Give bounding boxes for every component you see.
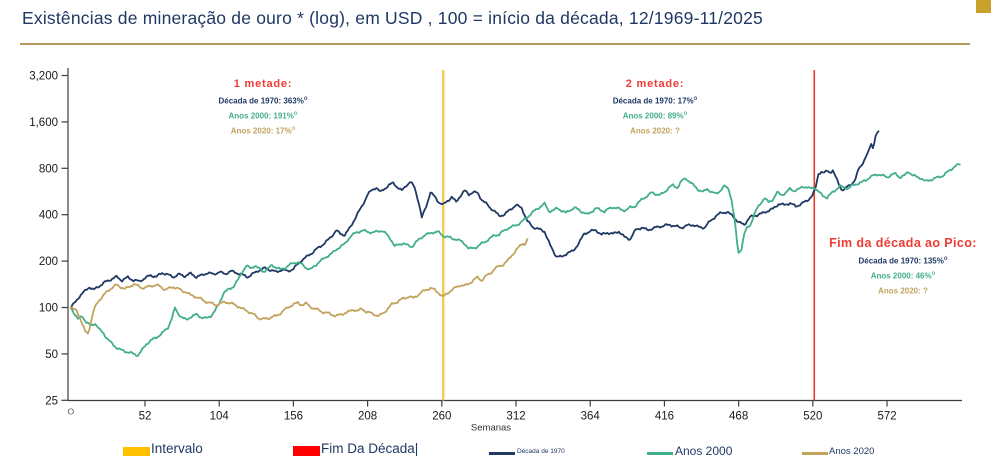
x-tick-label: 572 [877,411,896,423]
legend-swatch-decada-1970 [489,452,515,455]
annotation-title: Fim da década ao Pico: [829,236,977,250]
x-tick-label: 520 [803,411,822,423]
x-tick-label: 468 [729,411,748,423]
series-line-década-de-1970 [69,130,880,309]
y-tick-label: 25 [45,395,58,407]
x-tick-label: 156 [284,411,303,423]
y-tick-label: 3,200 [29,71,58,83]
annotation-line: Anos 2000: 191%ȯ [228,111,298,121]
series-line-anos-2020 [69,238,529,335]
annotation-line: Década de 1970: 17%ȯ [612,96,698,106]
marker-glyph: ȯ [693,96,698,102]
y-tick-label: 200 [39,256,58,268]
annotation-line: Anos 2000: 89%ȯ [622,111,688,121]
x-tick-label: 260 [432,411,451,423]
x-axis-title: Semanas [471,423,511,434]
annotation-title: 1 metade: [233,78,293,90]
annotation-second-half: 2 metade: Década de 1970: 17%ȯ Anos 2000… [613,78,698,138]
marker-glyph: ȯ [683,111,688,118]
marker-glyph: ȯ [293,111,298,118]
annotation-line: Anos 2000: 46%ȯ [870,271,936,281]
x-tick-label: 208 [358,411,377,423]
marker-glyph: ȯ [943,256,948,262]
marker-glyph: ȯ [303,96,308,102]
y-tick-label: 800 [39,163,58,175]
legend-label-anos-2020: Anos 2020 [829,446,875,457]
y-tick-label: 100 [39,303,58,315]
x-tick-label: 312 [506,411,525,423]
legend-label-anos-2000: Anos 2000 [675,444,733,458]
x-origin-label: O [67,407,74,417]
corner-decoration [976,0,991,13]
legend-label-fim-da-decada: Fim Da Década| [321,441,419,456]
x-tick-label: 416 [655,411,674,423]
series-line-anos-2000 [69,163,961,357]
annotation-line: Década de 1970: 135%ȯ [858,256,948,266]
x-tick-label: 364 [581,411,601,423]
legend-label-intervalo: Intervalo [151,441,203,456]
y-tick-label: 50 [45,349,58,361]
marker-glyph: ȯ [291,126,296,133]
annotation-end-to-peak: Fim da década ao Pico: Década de 1970: 1… [829,236,977,298]
marker-glyph: ȯ [931,271,936,278]
annotation-title: 2 metade: [625,78,685,90]
y-axis-ticks: 3,200 1,600 800 400 200 100 50 25 [29,71,68,407]
legend-swatch-fim-da-decada [293,446,320,456]
legend-label-decada-1970: Década de 1970 [517,448,565,455]
x-tick-label: 52 [139,411,152,423]
title-underline [20,43,970,45]
annotation-line: Anos 2020: ? [630,126,680,136]
legend-swatch-anos-2000 [647,452,673,455]
page-title: Existências de mineração de ouro * (log)… [22,8,763,28]
axes [67,68,962,402]
annotation-line: Década de 1970: 363%ȯ [218,96,308,106]
y-tick-label: 1,600 [29,117,58,129]
annotation-line: Anos 2020: 17%ȯ [230,126,296,136]
x-axis-ticks: 52 104 156 208 260 312 364 416 468 520 572 O Semanas [67,400,897,434]
legend-swatch-intervalo [123,447,150,456]
x-tick-label: 104 [210,411,230,423]
legend-swatch-anos-2020 [802,452,828,455]
y-tick-label: 400 [39,210,58,222]
annotation-first-half: 1 metade: Década de 1970: 363%ȯ Anos 200… [218,78,307,138]
annotation-line: Anos 2020: ? [878,286,928,296]
